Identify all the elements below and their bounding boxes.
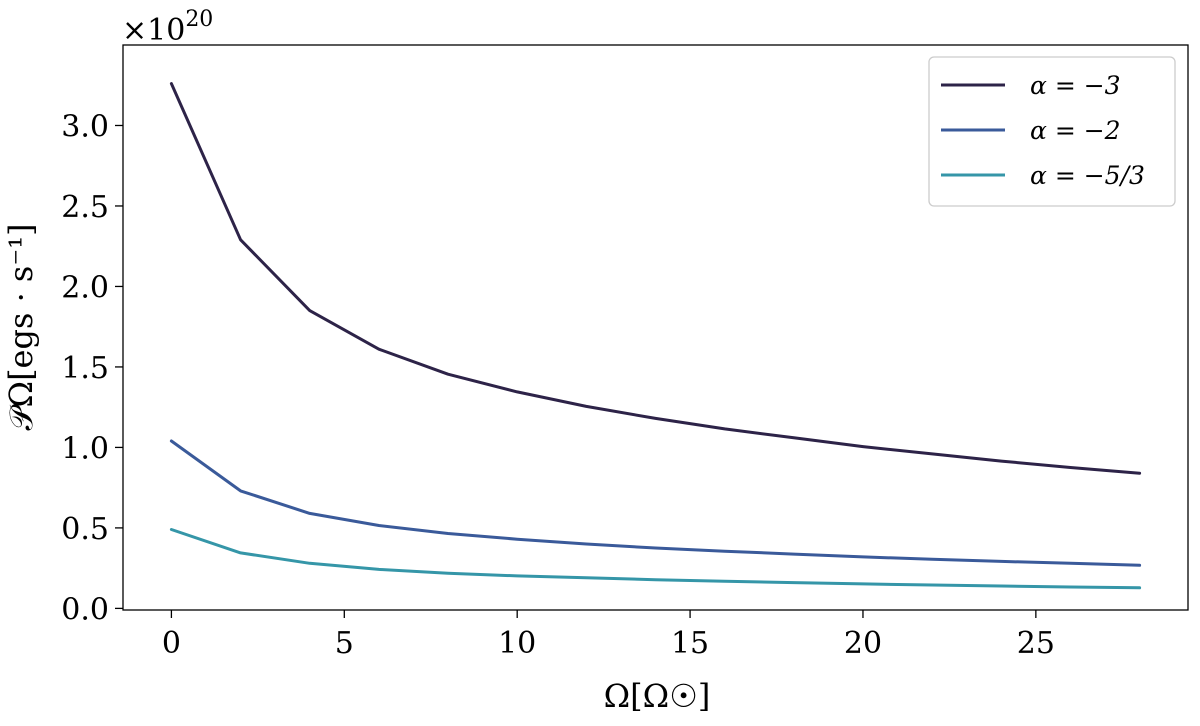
x-tick-label: 15 bbox=[671, 626, 709, 661]
x-tick-label: 25 bbox=[1017, 626, 1055, 661]
y-tick-label: 0.5 bbox=[61, 512, 109, 547]
x-tick-label: 20 bbox=[844, 626, 882, 661]
legend-label-2: α = −2 bbox=[1030, 116, 1121, 145]
series-line-3 bbox=[169, 528, 1142, 590]
y-tick-label: 1.0 bbox=[61, 431, 109, 466]
series-line-1 bbox=[169, 82, 1142, 475]
y-tick-label: 1.5 bbox=[61, 351, 109, 386]
legend-label-3: α = −5/3 bbox=[1030, 161, 1145, 190]
series-line-2 bbox=[169, 439, 1142, 567]
y-tick-label: 2.5 bbox=[61, 190, 109, 225]
x-tick-label: 0 bbox=[162, 626, 181, 661]
x-axis-label: Ω[Ω☉] bbox=[604, 677, 711, 715]
y-tick-label: 0.0 bbox=[61, 592, 109, 627]
y-tick-label: 3.0 bbox=[61, 109, 109, 144]
x-tick-label: 5 bbox=[335, 626, 354, 661]
plot-frame bbox=[122, 44, 1189, 611]
legend-box bbox=[928, 56, 1176, 207]
x-axis-ticks: 0 5 10 15 20 25 bbox=[162, 610, 1055, 661]
legend-label-1: α = −3 bbox=[1030, 71, 1121, 100]
legend: α = −3 α = −2 α = −5/3 bbox=[928, 56, 1176, 207]
plot-lines bbox=[169, 82, 1142, 590]
y-axis-label: 𝒫Ω[egs · s⁻¹] bbox=[2, 223, 40, 430]
y-tick-label: 2.0 bbox=[61, 270, 109, 305]
y-axis-ticks: 0.0 0.5 1.0 1.5 2.0 2.5 3.0 bbox=[61, 109, 123, 627]
x-tick-label: 10 bbox=[498, 626, 536, 661]
y-offset-text: ×1020 bbox=[122, 7, 213, 48]
